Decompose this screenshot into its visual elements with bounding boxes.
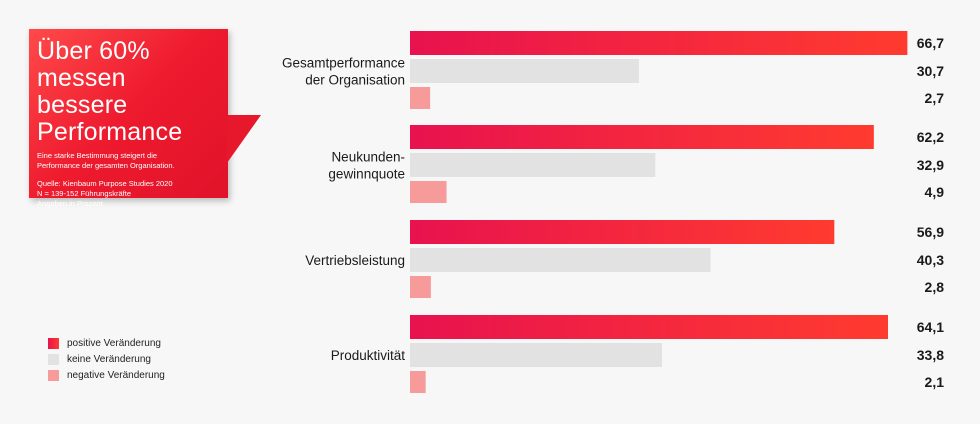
callout-title-line: Über 60% [37,37,150,65]
bar-negative [410,181,447,203]
legend-item-negative: negative Veränderung [48,367,165,383]
legend-label: positive Veränderung [67,337,161,349]
legend-item-neutral: keine Veränderung [48,351,165,367]
category-label: Vertriebsleistung [305,253,405,268]
bar-positive [410,31,908,55]
legend-item-positive: positive Veränderung [48,335,165,351]
callout-tail [227,115,261,163]
value-label: 33,8 [917,347,944,363]
category-label: Produktivität [331,348,406,363]
legend-label: negative Veränderung [67,369,165,381]
legend-label: keine Veränderung [67,353,151,365]
legend: positive Veränderung keine Veränderung n… [48,335,165,383]
bar-positive [410,220,835,244]
value-label: 66,7 [917,35,944,51]
category-label: Neukunden- [331,150,405,165]
callout-subtitle: Eine starke Bestimmung steigert die Perf… [37,151,220,171]
bar-positive [410,315,889,339]
bar-neutral [410,153,656,177]
bar-positive [410,125,874,149]
value-label: 2,8 [925,279,945,295]
value-label: 30,7 [917,63,944,79]
bar-neutral [410,343,663,367]
value-label: 64,1 [917,319,944,335]
category-label: der Organisation [305,73,405,88]
callout-source-line: Quelle: Kienbaum Purpose Studies 2020 [37,179,173,188]
bar-negative [410,371,426,393]
callout-title-line: messen bessere [37,64,128,119]
value-label: 32,9 [917,157,944,173]
value-label: 56,9 [917,224,944,240]
value-label: 2,1 [925,374,945,390]
value-label: 4,9 [925,184,945,200]
bar-negative [410,276,431,298]
category-label: gewinnquote [328,167,405,182]
callout-source: Quelle: Kienbaum Purpose Studies 2020 N … [37,179,220,209]
callout-source-line: Angaben in Prozent [37,199,103,208]
bar-neutral [410,248,711,272]
bars-layer: 66,7 30,7 2,7 Gesamtperformance der Organisa… [282,31,944,393]
value-label: 2,7 [925,90,945,106]
bar-negative [410,87,431,109]
legend-swatch-negative [48,369,59,381]
callout-subtitle-line: Performance der gesamten Organisation. [37,161,175,170]
value-label: 40,3 [917,252,944,268]
legend-swatch-positive [48,337,59,349]
callout-box: Über 60% messen bessere Performance Eine… [29,29,228,208]
legend-swatch-neutral [48,353,59,365]
callout-title-line: Performance [37,118,183,146]
value-label: 62,2 [917,129,944,145]
callout-subtitle-line: Eine starke Bestimmung steigert die [37,151,158,160]
bar-neutral [410,59,639,83]
callout-title: Über 60% messen bessere Performance [37,38,220,146]
category-label: Gesamtperformance [282,56,405,71]
callout-source-line: N = 139-152 Führungskräfte [37,189,132,198]
